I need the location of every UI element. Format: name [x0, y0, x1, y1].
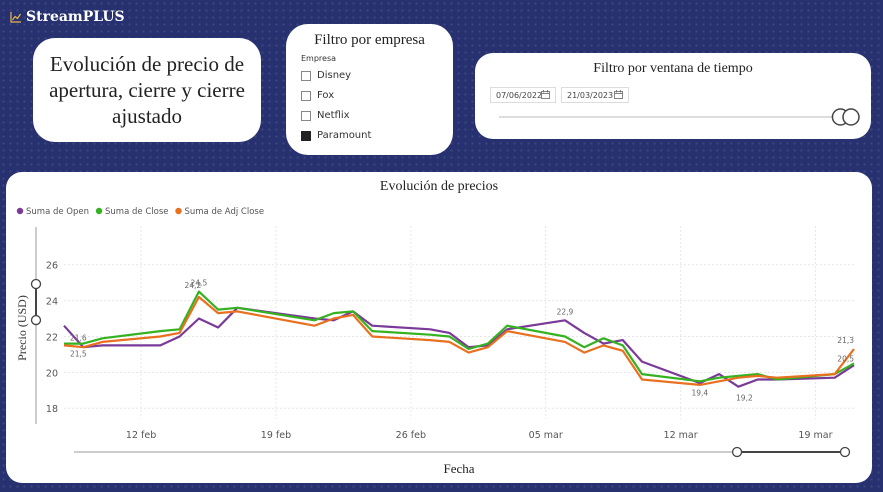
- end-date-input[interactable]: 21/03/2023: [561, 87, 629, 103]
- data-label: 19,4: [692, 388, 709, 397]
- data-label: 19,2: [736, 394, 753, 403]
- data-label: 22,9: [557, 307, 574, 316]
- legend-label: Suma de Adj Close: [184, 207, 264, 217]
- company-option-fox[interactable]: Fox: [301, 90, 334, 101]
- data-label: 21,3: [837, 336, 854, 345]
- option-label: Paramount: [317, 130, 372, 141]
- checkbox[interactable]: [301, 110, 311, 121]
- series-line-1[interactable]: [64, 290, 855, 383]
- x-tick-label: 12 mar: [664, 430, 698, 441]
- y-tick-label: 18: [46, 404, 58, 415]
- app-logo: StreamPLUS: [10, 9, 125, 25]
- checkbox[interactable]: [301, 90, 311, 101]
- option-label: Disney: [317, 70, 352, 81]
- date-range-slider[interactable]: [475, 53, 871, 139]
- line-chart-icon: [10, 12, 21, 23]
- legend-label: Suma de Open: [26, 207, 89, 217]
- x-tick-label: 26 feb: [396, 430, 426, 441]
- x-tick-label: 05 mar: [529, 430, 563, 441]
- y-tick-label: 26: [46, 261, 58, 272]
- checkbox[interactable]: [301, 130, 311, 141]
- option-label: Fox: [317, 90, 335, 101]
- app-name: StreamPLUS: [26, 9, 125, 25]
- checkbox[interactable]: [301, 70, 311, 81]
- time-filter-title: Filtro por ventana de tiempo: [593, 61, 753, 76]
- data-label: 20,5: [837, 354, 854, 363]
- start-date-input[interactable]: 07/06/2022: [490, 87, 556, 103]
- calendar-icon[interactable]: [541, 90, 550, 99]
- series-line-0[interactable]: [63, 306, 855, 388]
- y-tick-label: 20: [46, 368, 58, 379]
- title-card: Evolución de precio de apertura, cierre …: [33, 38, 261, 142]
- price-chart-card: Evolución de precios Suma de Open Suma de…: [6, 172, 872, 483]
- company-option-disney[interactable]: Disney: [301, 70, 351, 81]
- chart-title: Evolución de precios: [379, 179, 499, 194]
- x-tick-label: 19 feb: [261, 430, 291, 441]
- data-label: 21,5: [70, 349, 87, 358]
- x-tick-label: 19 mar: [798, 430, 832, 441]
- series-line-2[interactable]: [63, 295, 855, 386]
- page-title: Evolución de precio de apertura, cierre …: [49, 52, 245, 128]
- company-filter-field-label: Empresa: [301, 54, 337, 63]
- data-label: 24,5: [191, 279, 208, 288]
- option-label: Netflix: [317, 110, 350, 121]
- y-zoom-handle-top[interactable]: [30, 278, 42, 290]
- x-zoom-handle-right[interactable]: [839, 446, 851, 458]
- y-tick-label: 24: [46, 297, 58, 308]
- time-filter-card: Filtro por ventana de tiempo 07/06/2022 …: [475, 53, 871, 139]
- start-date-value: 07/06/2022: [496, 91, 543, 100]
- y-tick-label: 22: [46, 332, 58, 343]
- legend-marker: [16, 207, 24, 215]
- company-filter-card: Filtro por empresa Empresa Disney Fox Netf…: [286, 24, 453, 155]
- x-axis-title: Fecha: [443, 461, 474, 476]
- y-zoom-handle-bottom[interactable]: [30, 314, 42, 326]
- data-label: 21,6: [70, 334, 87, 343]
- legend-label: Suma de Close: [105, 207, 168, 217]
- x-zoom-handle-left[interactable]: [731, 446, 743, 458]
- legend-marker: [95, 207, 103, 215]
- calendar-icon[interactable]: [614, 90, 623, 99]
- y-axis-title: Precio (USD): [15, 295, 29, 361]
- data-label: 24,2: [185, 281, 202, 290]
- company-option-paramount[interactable]: Paramount: [301, 130, 371, 141]
- company-option-netflix[interactable]: Netflix: [301, 110, 350, 121]
- legend-marker: [175, 207, 182, 215]
- end-date-value: 21/03/2023: [567, 91, 614, 100]
- x-tick-label: 12 feb: [126, 430, 156, 441]
- price-line-chart[interactable]: Suma de Open Suma de Close Suma de Adj Clo…: [6, 172, 872, 483]
- company-filter-title: Filtro por empresa: [314, 32, 425, 48]
- slider-end-handle[interactable]: [842, 108, 860, 126]
